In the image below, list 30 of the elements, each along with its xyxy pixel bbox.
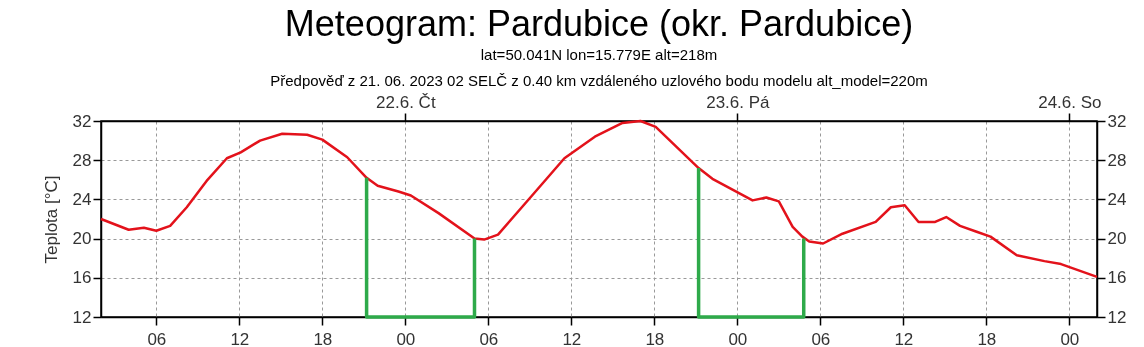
x-tick-label: 12 xyxy=(562,329,582,347)
y-tick-label: 16 xyxy=(72,268,92,288)
x-tick-label: 12 xyxy=(894,329,914,347)
y2-tick-label: 24 xyxy=(1107,189,1127,209)
x2-tick-label: 24.6. So xyxy=(1038,92,1102,112)
y2-tick-label: 16 xyxy=(1107,268,1127,288)
x-tick-label: 18 xyxy=(313,329,333,347)
x-tick-label: 06 xyxy=(479,329,499,347)
x-tick-label: 00 xyxy=(396,329,416,347)
y2-tick-label: 12 xyxy=(1107,307,1127,327)
x2-tick-label: 22.6. Čt xyxy=(376,92,436,112)
y2-tick-label: 28 xyxy=(1107,150,1127,170)
chart-title: Meteogram: Pardubice (okr. Pardubice) xyxy=(284,3,914,44)
x-tick-label: 18 xyxy=(645,329,665,347)
y-tick-label: 32 xyxy=(72,111,92,131)
y2-tick-label: 32 xyxy=(1107,111,1127,131)
x-tick-label: 06 xyxy=(147,329,167,347)
y-tick-label: 12 xyxy=(72,307,92,327)
x-tick-label: 12 xyxy=(230,329,250,347)
y-axis-title: Teplota [°C] xyxy=(41,175,61,264)
y-tick-label: 24 xyxy=(72,189,92,209)
y-tick-label: 28 xyxy=(72,150,92,170)
y2-tick-label: 20 xyxy=(1107,229,1127,249)
chart-subtitle: lat=50.041N lon=15.779E alt=218m Předpověď z 21. 06. 2023 02 SELČ z 0.40 km vzdáleného uzlového bodu modelu alt_model=220m xyxy=(270,46,928,89)
y-tick-label: 20 xyxy=(72,229,92,249)
x-tick-label: 18 xyxy=(977,329,997,347)
x-tick-label: 06 xyxy=(811,329,831,347)
x-tick-label: 00 xyxy=(728,329,748,347)
x-tick-label: 00 xyxy=(1060,329,1080,347)
x2-tick-label: 23.6. Pá xyxy=(706,92,771,112)
